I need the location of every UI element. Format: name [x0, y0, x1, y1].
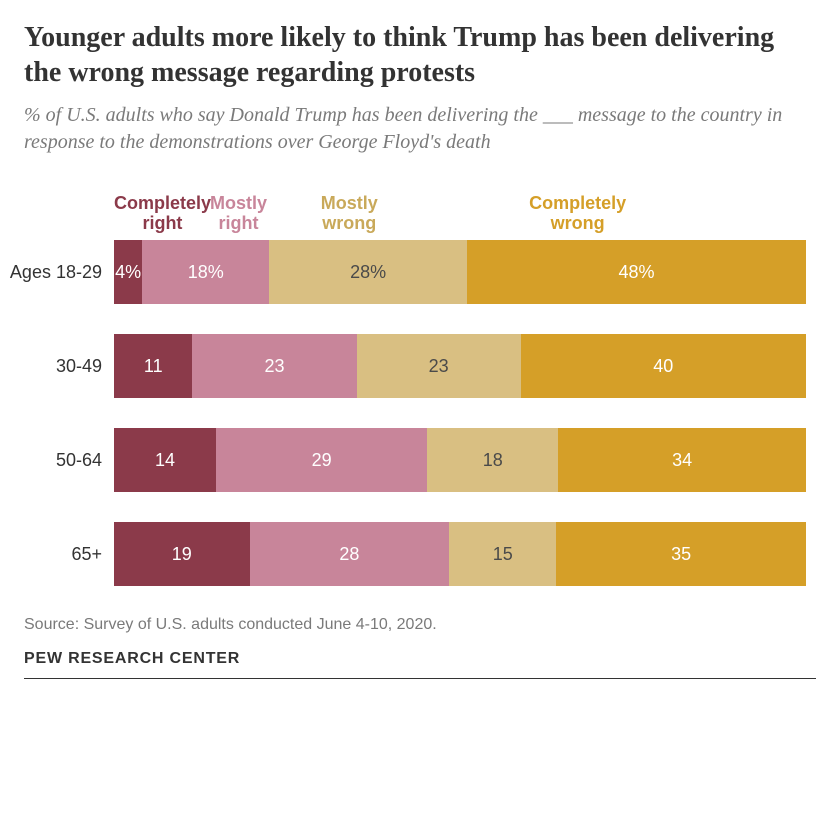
- bar-row: Ages 18-294%18%28%48%: [114, 240, 806, 304]
- legend-item: Mostlyright: [197, 194, 280, 234]
- bar-segment: 19: [114, 522, 250, 586]
- footer-brand: PEW RESEARCH CENTER: [24, 650, 816, 668]
- row-label: 30-49: [0, 356, 102, 377]
- bottom-rule: [24, 678, 816, 679]
- bar-segment: 35: [556, 522, 806, 586]
- stacked-bar: 14291834: [114, 428, 806, 492]
- stacked-bar: 4%18%28%48%: [114, 240, 806, 304]
- row-label: 65+: [0, 544, 102, 565]
- bar-segment: 29: [216, 428, 427, 492]
- stacked-bar: 11232340: [114, 334, 806, 398]
- bar-segment: 23: [192, 334, 356, 398]
- bar-segment: 18%: [142, 240, 269, 304]
- chart-container: Younger adults more likely to think Trum…: [0, 0, 840, 695]
- legend-row: CompletelyrightMostlyrightMostlywrongCom…: [114, 184, 806, 234]
- bar-segment: 48%: [467, 240, 806, 304]
- legend-item: Mostlywrong: [308, 194, 391, 234]
- bar-segment: 28%: [269, 240, 467, 304]
- bar-segment: 34: [558, 428, 806, 492]
- bar-row: 30-4911232340: [114, 334, 806, 398]
- bar-segment: 11: [114, 334, 192, 398]
- legend-item: Completelywrong: [502, 194, 654, 234]
- bar-segment: 18: [427, 428, 558, 492]
- chart-title: Younger adults more likely to think Trum…: [24, 20, 816, 90]
- row-label: Ages 18-29: [0, 262, 102, 283]
- bar-segment: 15: [449, 522, 556, 586]
- bar-segment: 23: [357, 334, 521, 398]
- source-text: Source: Survey of U.S. adults conducted …: [24, 616, 816, 634]
- chart-subtitle: % of U.S. adults who say Donald Trump ha…: [24, 102, 816, 156]
- stacked-bar: 19281535: [114, 522, 806, 586]
- chart-area: CompletelyrightMostlyrightMostlywrongCom…: [24, 184, 816, 586]
- bar-row: 65+19281535: [114, 522, 806, 586]
- row-label: 50-64: [0, 450, 102, 471]
- bar-rows: Ages 18-294%18%28%48% 30-4911232340 50-641…: [114, 240, 806, 586]
- bar-segment: 28: [250, 522, 450, 586]
- bar-segment: 4%: [114, 240, 142, 304]
- bar-row: 50-6414291834: [114, 428, 806, 492]
- bar-segment: 40: [521, 334, 806, 398]
- bar-segment: 14: [114, 428, 216, 492]
